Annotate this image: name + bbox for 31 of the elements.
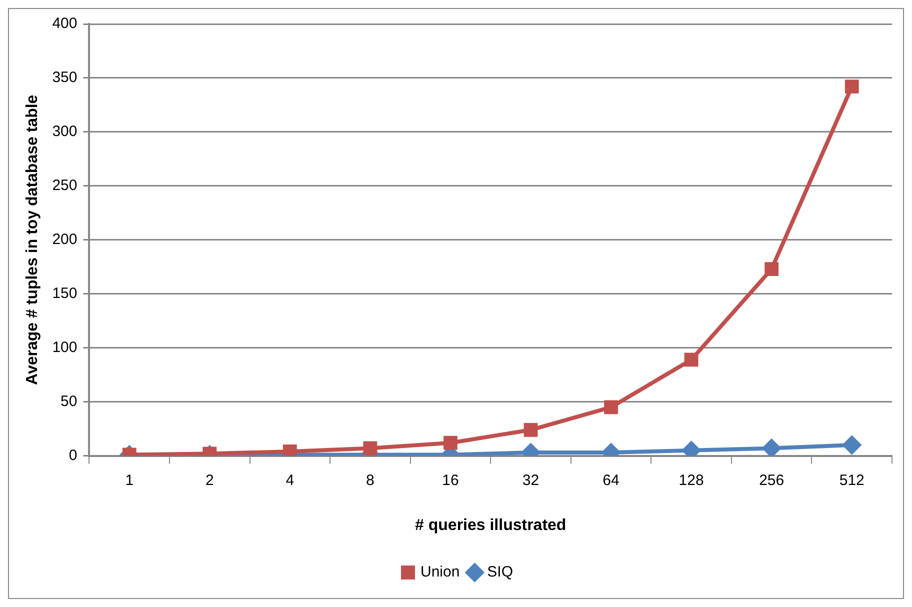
y-axis-title: Average # tuples in toy database table — [24, 94, 42, 385]
x-axis-title: # queries illustrated — [415, 516, 566, 534]
y-tick-label: 0 — [68, 446, 78, 464]
y-tick-label: 50 — [60, 392, 78, 410]
point — [524, 422, 538, 437]
x-tick-label: 512 — [839, 472, 864, 489]
y-tick-label: 300 — [52, 123, 78, 140]
y-tick-label: 250 — [52, 177, 78, 194]
x-tick-label: 64 — [602, 472, 620, 489]
y-tick-label: 150 — [52, 285, 78, 302]
point — [844, 80, 859, 94]
y-tick-label: 350 — [52, 69, 78, 86]
y-tick-label: 200 — [52, 231, 78, 248]
legend-label: Union — [420, 564, 460, 581]
x-tick-label: 128 — [678, 472, 704, 489]
x-tick-label: 16 — [442, 472, 459, 489]
point — [762, 439, 781, 456]
point — [842, 436, 861, 454]
point — [764, 262, 779, 276]
x-tick-label: 8 — [366, 472, 374, 489]
x-tick-label: 1 — [125, 472, 134, 489]
x-tick-label: 2 — [205, 472, 214, 489]
y-tick-label: 100 — [52, 338, 78, 356]
y-tick-label: 400 — [52, 15, 78, 32]
point — [684, 352, 698, 367]
legend-label: SIQ — [487, 564, 514, 581]
x-tick-label: 4 — [286, 472, 294, 489]
point — [604, 400, 618, 414]
point — [444, 436, 458, 450]
x-tick-label: 256 — [759, 472, 784, 489]
x-tick-label: 32 — [522, 472, 540, 489]
